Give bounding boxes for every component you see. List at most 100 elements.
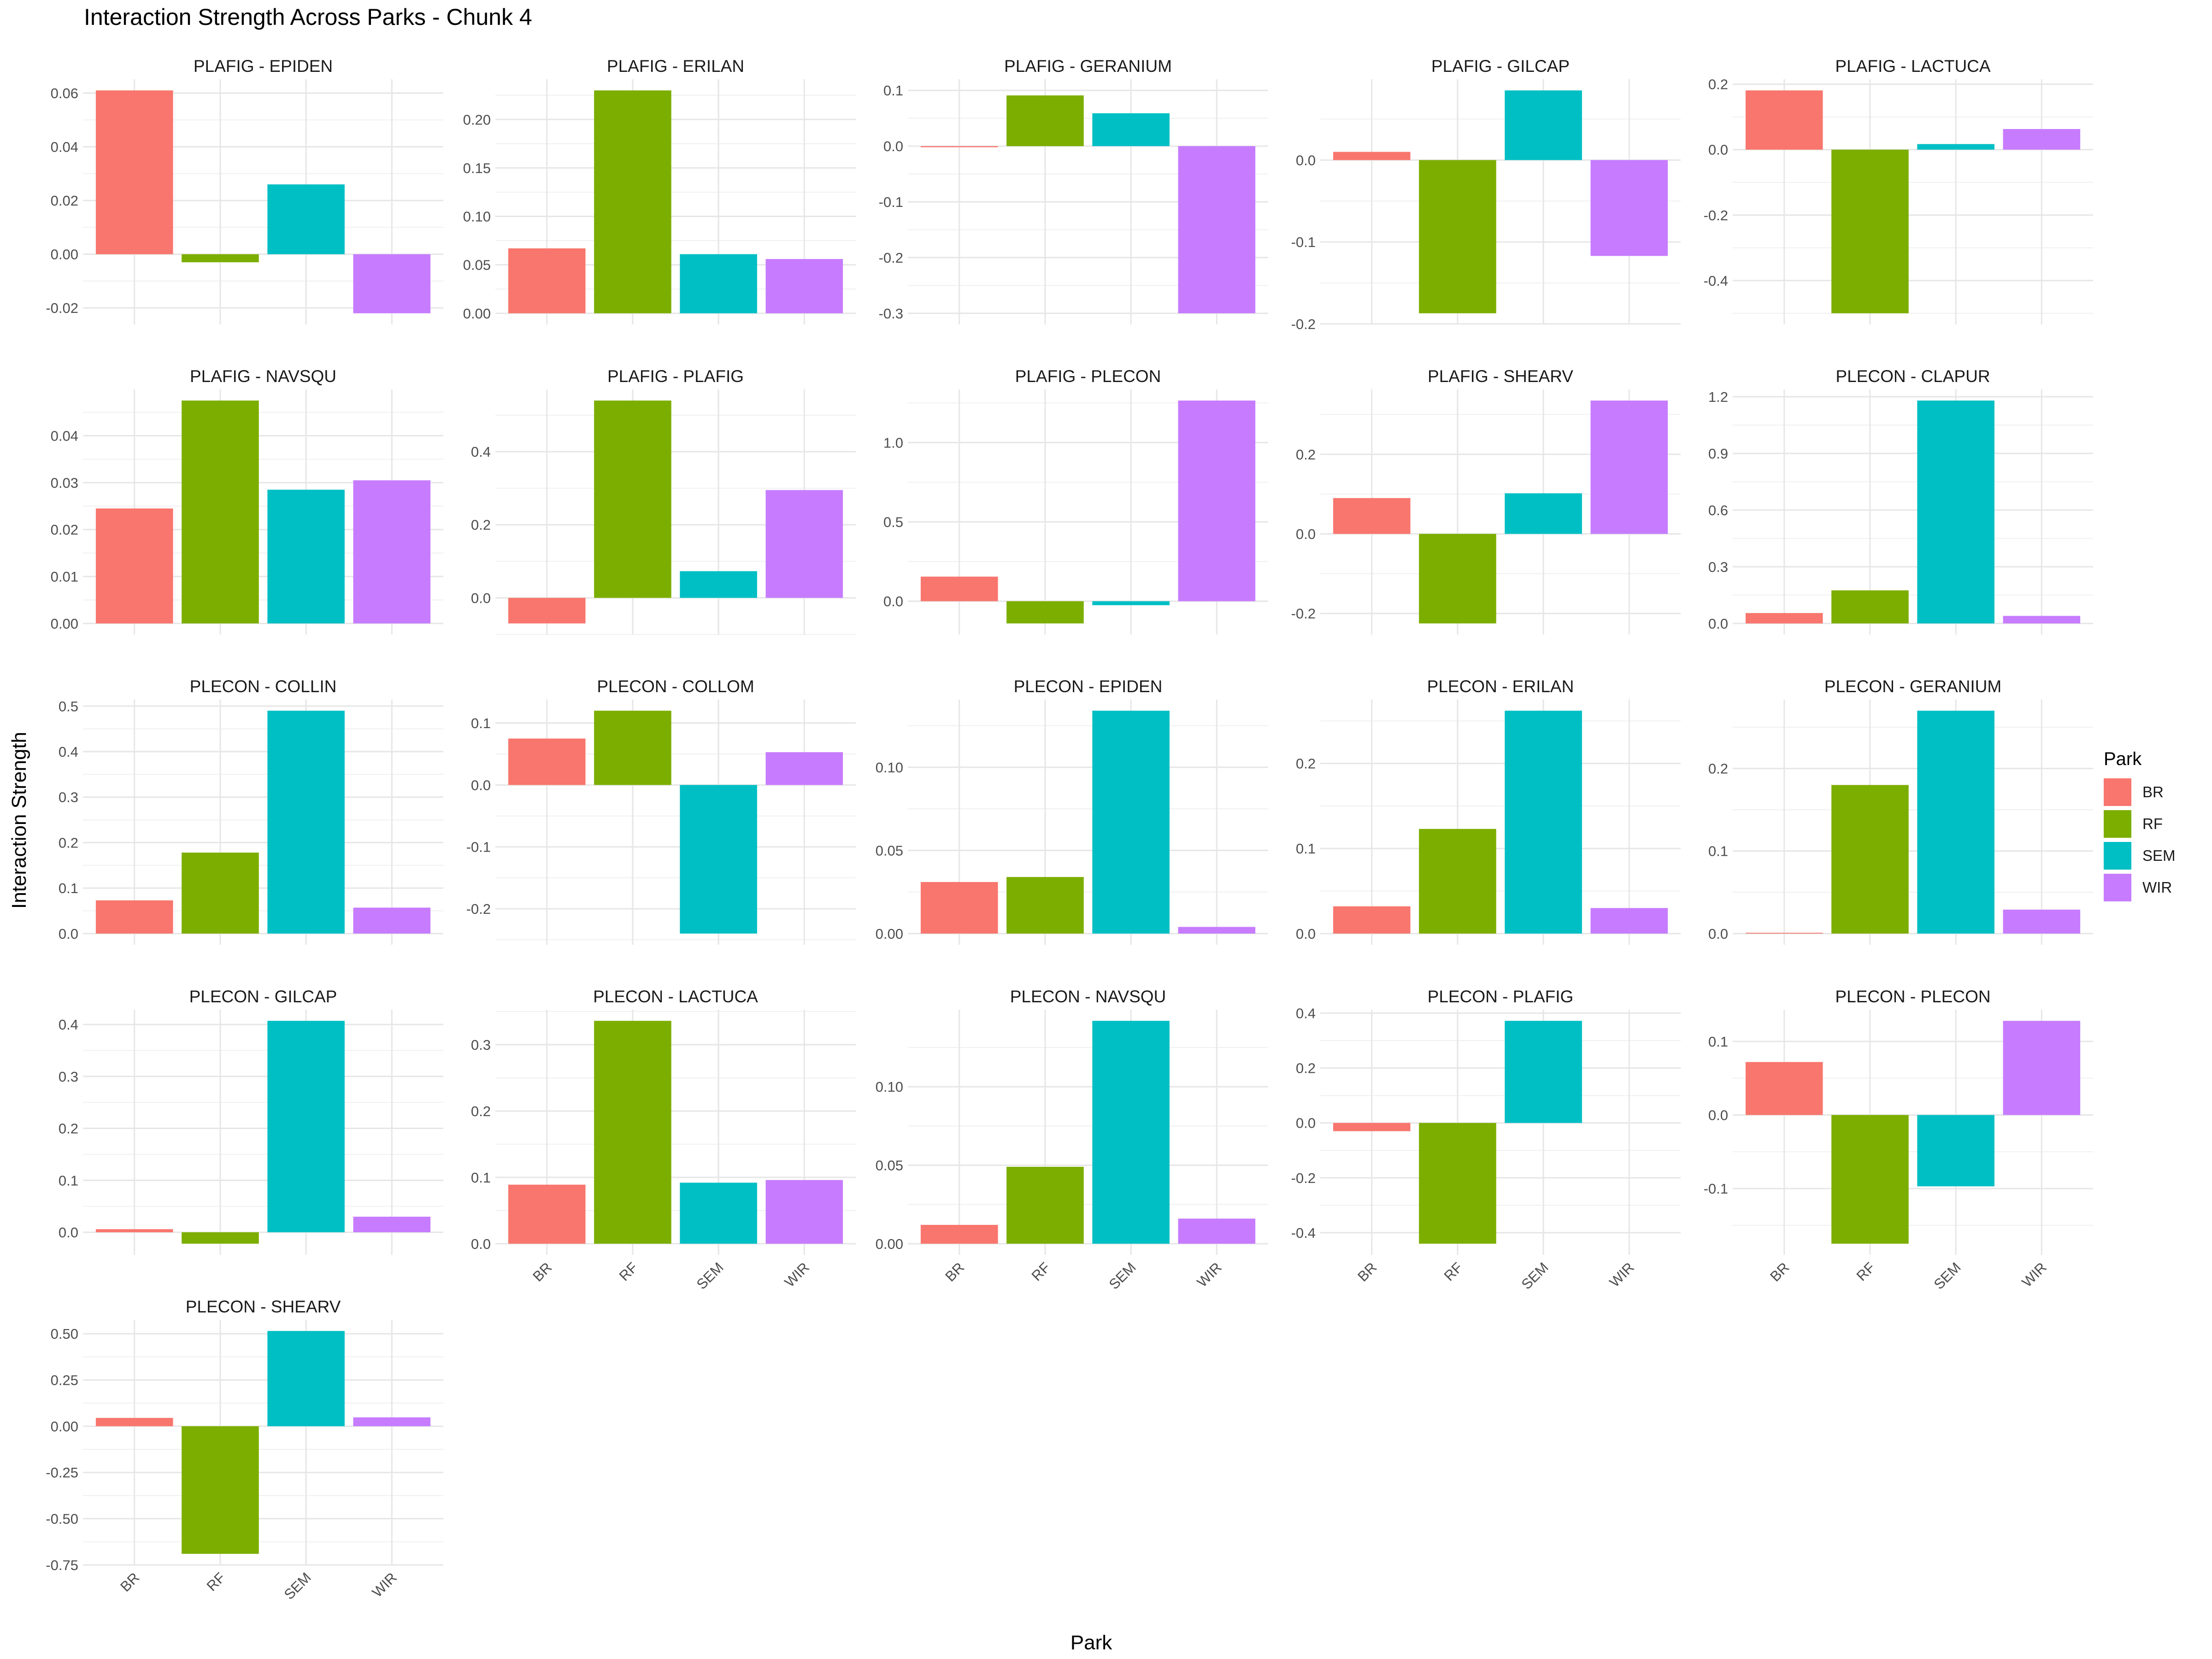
legend-title: Park (2104, 749, 2142, 769)
y-tick-label: 0.02 (51, 522, 78, 538)
y-tick-label: 0.0 (1708, 142, 1728, 158)
y-tick-label: 0.3 (59, 789, 78, 806)
y-tick-label: 0.5 (883, 514, 903, 530)
bar-rf (594, 1021, 671, 1244)
bar-wir (2003, 129, 2081, 150)
bar-wir (1178, 927, 1256, 934)
facet-plafig-lactuca: PLAFIG - LACTUCA -0.4 -0.2 0.0 0.2 (1704, 57, 2093, 324)
bar-rf (594, 400, 671, 598)
bar-sem (1092, 1021, 1170, 1244)
bar-sem (267, 1021, 345, 1233)
x-tick-label: WIR (782, 1259, 812, 1290)
bar-br (920, 146, 998, 147)
y-tick-label: 0.03 (51, 475, 78, 491)
y-tick-label: 1.2 (1708, 389, 1728, 405)
y-tick-label: 0.4 (1296, 1006, 1316, 1022)
facet-plafig-gilcap: PLAFIG - GILCAP -0.2 -0.1 0.0 (1291, 57, 1681, 332)
bar-sem (1505, 493, 1582, 534)
bar-br (1333, 906, 1411, 934)
facet-title: PLECON - LACTUCA (593, 987, 758, 1006)
bar-wir (1178, 1218, 1256, 1244)
bar-rf (1831, 785, 1909, 934)
y-tick-label: 0.0 (1708, 1107, 1728, 1123)
y-tick-label: 1.0 (883, 435, 903, 451)
x-tick-label: WIR (2019, 1259, 2050, 1290)
bar-rf (1831, 149, 1909, 313)
y-tick-label: 0.3 (59, 1069, 78, 1085)
y-tick-label: -0.3 (879, 306, 903, 322)
facet-plafig-navsqu: PLAFIG - NAVSQU 0.00 0.01 0.02 0.03 0.04 (51, 367, 443, 635)
legend-item-wir: WIR (2104, 871, 2176, 903)
facet-title: PLAFIG - GERANIUM (1004, 57, 1172, 76)
legend: Park BR RF SEM WIR (2104, 749, 2176, 903)
bar-br (1745, 90, 1823, 150)
facet-title: PLECON - EPIDEN (1014, 677, 1163, 696)
x-tick-label: RF (1853, 1259, 1878, 1284)
facet-plafig-erilan: PLAFIG - ERILAN 0.00 0.05 0.10 0.15 0.20 (463, 57, 856, 324)
facet-plecon-navsqu: PLECON - NAVSQU 0.00 0.05 0.10 BR RF SEM WIR (876, 987, 1268, 1293)
x-tick-label: WIR (369, 1569, 400, 1600)
bar-rf (1419, 829, 1496, 934)
y-tick-label: -0.75 (46, 1557, 78, 1573)
x-tick-label: WIR (1606, 1259, 1637, 1290)
y-tick-label: 0.10 (876, 759, 903, 776)
y-tick-label: 0.2 (1708, 76, 1728, 93)
bar-br (1745, 613, 1823, 624)
y-tick-label: 0.00 (51, 247, 78, 263)
bar-rf (182, 1232, 259, 1244)
bar-sem (680, 1182, 757, 1244)
facet-plecon-geranium: PLECON - GERANIUM 0.0 0.1 0.2 (1708, 677, 2093, 945)
y-tick-label: 0.4 (59, 744, 78, 760)
y-tick-label: 0.2 (471, 517, 491, 533)
facet-title: PLECON - COLLIN (190, 677, 337, 696)
y-tick-label: 0.4 (59, 1017, 78, 1033)
y-tick-label: -0.2 (1291, 316, 1316, 332)
y-tick-label: -0.4 (1704, 273, 1728, 289)
y-tick-label: 0.1 (883, 82, 903, 99)
x-tick-label: SEM (1106, 1259, 1139, 1292)
bar-wir (1590, 908, 1668, 934)
y-tick-label: 0.3 (471, 1037, 491, 1053)
bar-br (920, 577, 998, 601)
facet-title: PLAFIG - PLAFIG (607, 367, 744, 386)
y-tick-label: -0.2 (1291, 606, 1316, 622)
bar-sem (1917, 711, 1994, 934)
facet-plecon-plafig: PLECON - PLAFIG -0.4 -0.2 0.0 0.2 0.4 BR RF SEM W… (1291, 987, 1681, 1293)
bar-sem (267, 711, 345, 934)
bar-br (95, 90, 173, 254)
y-tick-label: 0.15 (463, 160, 491, 176)
y-tick-label: -0.2 (1704, 207, 1728, 224)
x-tick-label: BR (1767, 1259, 1792, 1284)
bar-wir (1178, 400, 1256, 601)
y-tick-label: 0.1 (471, 1170, 491, 1186)
bar-br (508, 248, 586, 313)
bar-br (508, 738, 586, 785)
bar-sem (267, 489, 345, 624)
y-tick-label: 0.1 (1708, 843, 1728, 859)
facet-plafig-plafig: PLAFIG - PLAFIG 0.0 0.2 0.4 (471, 367, 856, 635)
bar-sem (1092, 113, 1170, 147)
bar-rf (182, 1426, 259, 1554)
x-tick-label: BR (117, 1569, 142, 1594)
y-tick-label: -0.1 (1291, 234, 1316, 250)
y-tick-label: 0.2 (1708, 761, 1728, 777)
bar-wir (765, 490, 843, 598)
y-tick-label: 0.1 (1296, 841, 1316, 857)
y-tick-label: 0.0 (59, 1224, 78, 1241)
y-tick-label: 0.0 (1708, 616, 1728, 632)
facet-plecon-lactuca: PLECON - LACTUCA 0.0 0.1 0.2 0.3 BR RF SEM WIR (471, 987, 856, 1293)
bar-sem (267, 1331, 345, 1426)
x-tick-label: BR (529, 1259, 555, 1284)
y-tick-label: -0.2 (466, 901, 491, 917)
facet-title: PLECON - PLAFIG (1428, 987, 1574, 1006)
bar-wir (1590, 160, 1668, 256)
facet-plecon-shearv: PLECON - SHEARV -0.75 -0.50 -0.25 0.00 0.25 0.… (46, 1297, 443, 1603)
y-tick-label: 0.2 (1296, 1060, 1316, 1077)
x-tick-label: SEM (1931, 1259, 1964, 1292)
facet-title: PLECON - COLLOM (597, 677, 754, 696)
bar-rf (182, 853, 259, 934)
y-tick-label: 0.0 (1296, 926, 1316, 942)
bar-sem (1505, 90, 1582, 160)
y-tick-label: 0.1 (59, 1172, 78, 1188)
y-tick-label: 0.0 (1296, 152, 1316, 168)
